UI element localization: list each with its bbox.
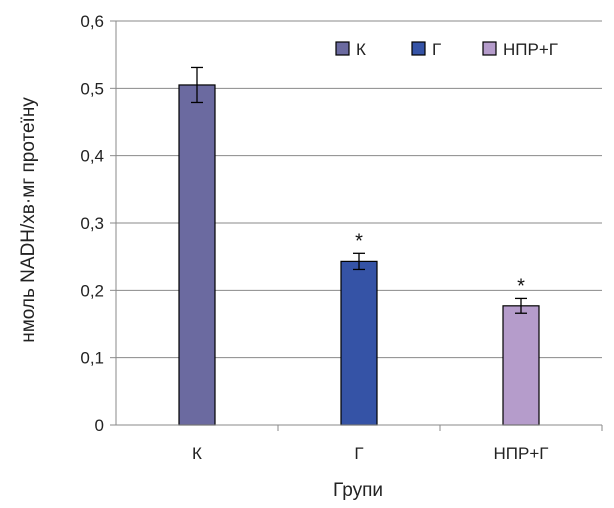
legend-swatch [411,41,426,56]
y-tick-label: 0,4 [80,147,104,166]
legend: К Г НПР+Г [335,40,558,59]
y-axis-ticks: 0 0,1 0,2 0,3 0,4 0,5 0,6 [80,12,116,435]
legend-label: К [356,40,366,59]
significance-marker: * [517,275,525,297]
y-tick-label: 0,6 [80,12,104,31]
bar-3 [502,305,540,426]
y-axis-title: нмоль NADH/хв·мг протеїну [18,97,39,343]
x-axis-title: Групи [333,480,383,501]
y-tick-label: 0,2 [80,281,104,300]
legend-swatch [482,41,497,56]
y-tick-label: 0,5 [80,79,104,98]
y-tick-label: 0,3 [80,214,104,233]
legend-label: Г [432,40,441,59]
bars: ** [178,66,540,426]
y-tick-label: 0,1 [80,349,104,368]
significance-marker: * [355,230,363,252]
x-tick-label: К [192,444,202,463]
legend-label: НПР+Г [503,40,558,59]
axes [115,21,602,426]
x-tick-label: НПР+Г [494,444,549,463]
y-tick-label: 0 [95,416,104,435]
legend-swatch [335,41,350,56]
bar-2 [340,260,378,426]
bar-1 [178,84,216,426]
x-axis-ticks: К Г НПР+Г [192,425,603,463]
x-tick-label: Г [354,444,363,463]
